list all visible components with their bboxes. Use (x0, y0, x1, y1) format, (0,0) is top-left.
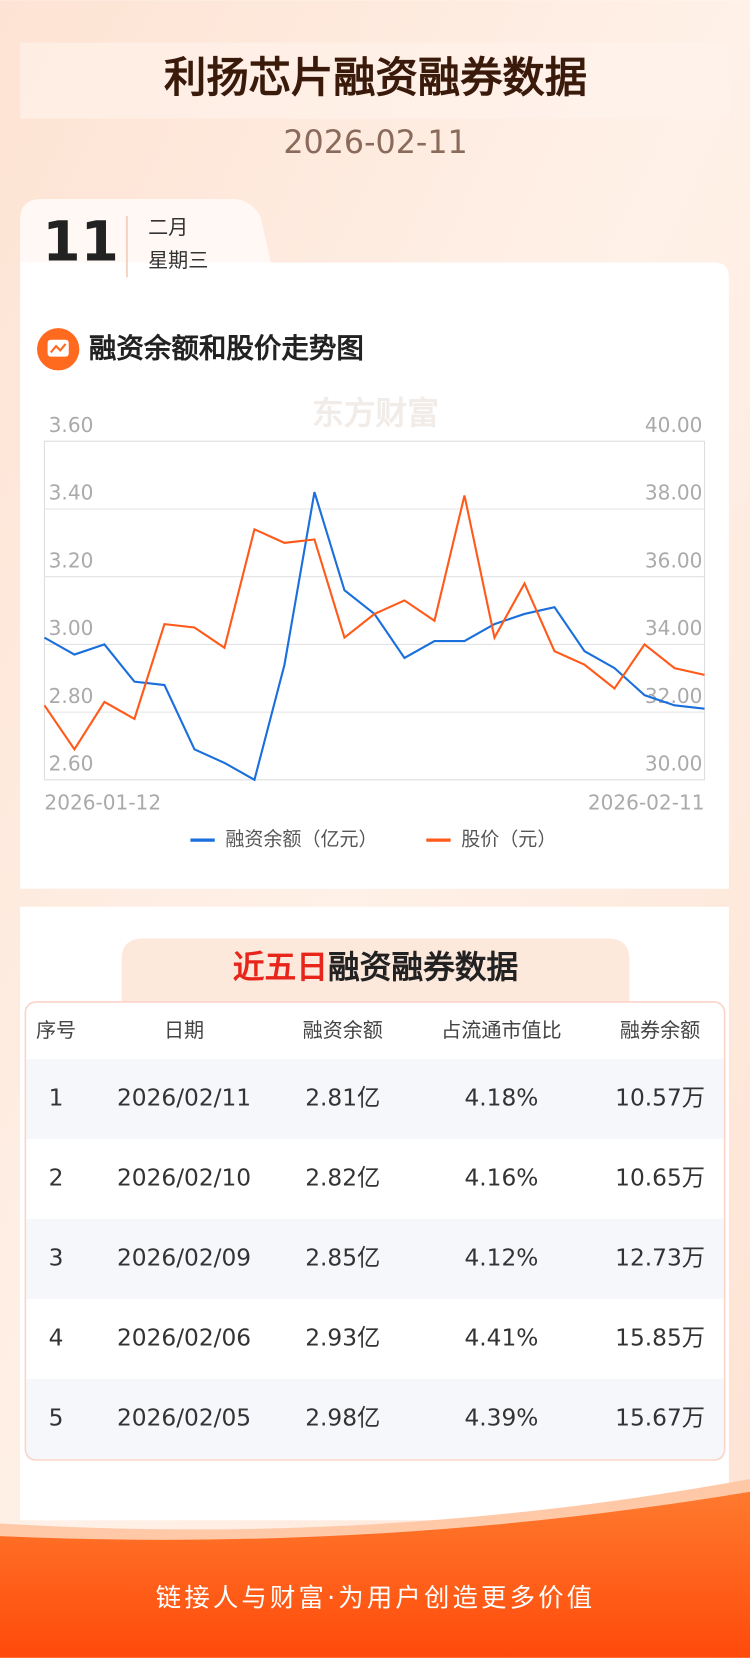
table-cell: 2.81亿 (305, 1085, 380, 1112)
table-cell: 4.41% (464, 1324, 538, 1351)
page-title: 利扬芯片融资融券数据 (164, 53, 587, 102)
title-band (20, 42, 729, 119)
table-cell: 5 (49, 1404, 64, 1431)
y2-tick-label: 40.00 (645, 413, 702, 437)
table-cell: 1 (49, 1085, 64, 1112)
date-tab (20, 199, 271, 263)
table-cell: 2.98亿 (305, 1404, 380, 1431)
column-header: 日期 (164, 1018, 204, 1042)
table-cell: 12.73万 (615, 1245, 705, 1272)
watermark: 东方财富 (312, 395, 439, 432)
x-tick-label: 2026-01-12 (44, 791, 161, 815)
chart-card (20, 199, 729, 889)
column-header: 序号 (36, 1018, 76, 1042)
series-line (43, 495, 705, 752)
table-cell: 4.12% (464, 1245, 538, 1272)
footer-slogan: 链接人与财富·为用户创造更多价值 (156, 1583, 595, 1613)
table-cell: 2026/02/10 (117, 1165, 251, 1192)
table-cell: 2026/02/09 (117, 1245, 251, 1272)
page-date: 2026-02-11 (283, 125, 467, 161)
table-row-bg (26, 1378, 724, 1459)
x-tick-label: 2026-02-11 (588, 791, 705, 815)
table-cell: 4.16% (464, 1165, 538, 1192)
column-header: 融券余额 (620, 1018, 700, 1042)
table-cell: 10.57万 (615, 1085, 705, 1112)
legend-label: 股价（元） (461, 829, 556, 851)
table-cell: 15.67万 (615, 1404, 705, 1431)
section-icon-line (49, 343, 67, 354)
table-border (24, 1001, 726, 1461)
date-weekday: 星期三 (148, 248, 208, 272)
footer (0, 1491, 750, 1658)
table-cell: 2.82亿 (305, 1165, 380, 1192)
table-cell: 4.39% (464, 1404, 538, 1431)
date-month: 二月 (148, 215, 188, 239)
y-tick-label: 3.20 (49, 548, 94, 572)
y2-tick-label: 34.00 (645, 616, 702, 640)
table-cell: 2026/02/05 (117, 1404, 251, 1431)
column-header: 融资余额 (303, 1018, 383, 1042)
table-cell: 10.65万 (615, 1165, 705, 1192)
column-header: 占流通市值比 (441, 1018, 561, 1042)
table-cell: 2026/02/06 (117, 1324, 251, 1351)
chart: 2.60 2.80 3.00 3.20 3.40 3.60 30.00 32.00 34.00 3… (43, 413, 705, 815)
y2-tick-label: 36.00 (645, 548, 702, 572)
y2-tick-label: 30.00 (645, 752, 702, 776)
legend: 融资余额（亿元） 股价（元） (190, 829, 556, 851)
y2-tick-label: 38.00 (645, 481, 702, 505)
y-tick-label: 2.80 (49, 684, 94, 708)
y-tick-label: 3.60 (49, 413, 94, 437)
table-title-highlight: 近五日 (233, 950, 328, 986)
table: 序号 日期 融资余额 占流通市值比 融券余额 1 2026/02/11 2.81亿 4.18% 1… (26, 1018, 724, 1459)
date-day: 11 (42, 210, 119, 274)
table-cell: 4 (49, 1324, 64, 1351)
y2-tick-label: 32.00 (645, 684, 702, 708)
legend-label: 融资余额（亿元） (225, 829, 377, 851)
table-row-bg (26, 1059, 724, 1140)
table-title: 近五日融资融券数据 (233, 950, 518, 986)
y-tick-label: 2.60 (49, 752, 94, 776)
y-tick-label: 3.40 (49, 481, 94, 505)
table-title-rest: 融资融券数据 (328, 950, 518, 986)
table-cell: 2026/02/11 (117, 1085, 251, 1112)
table-cell: 4.18% (464, 1085, 538, 1112)
table-cell: 2.93亿 (305, 1324, 380, 1351)
table-cell: 15.85万 (615, 1324, 705, 1351)
table-cell: 3 (49, 1245, 64, 1272)
table-row-bg (26, 1219, 724, 1299)
table-cell: 2.85亿 (305, 1245, 380, 1272)
table-cell: 2 (49, 1165, 64, 1192)
y-tick-label: 3.00 (49, 616, 94, 640)
table-title-pill (121, 938, 630, 1002)
section-title: 融资余额和股价走势图 (89, 332, 364, 364)
